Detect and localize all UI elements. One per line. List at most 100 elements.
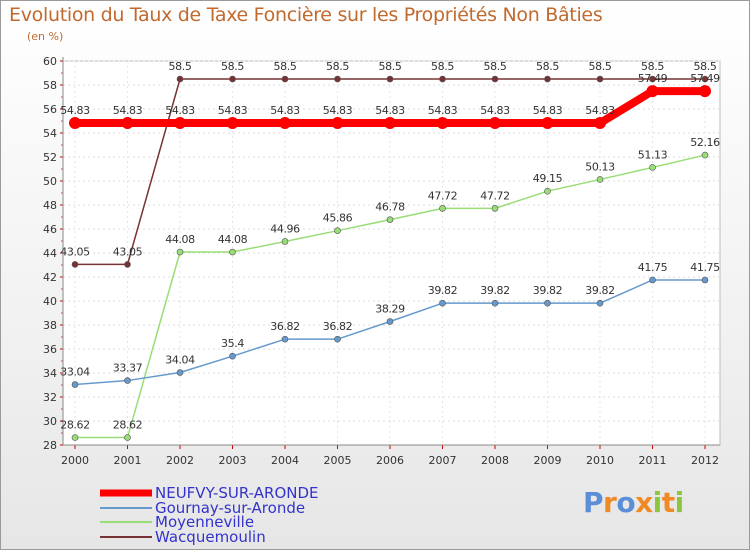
x-tick-label: 2011 <box>639 454 667 467</box>
data-label: 58.5 <box>169 60 192 73</box>
data-point <box>596 176 604 183</box>
data-point <box>281 238 289 245</box>
data-point <box>69 117 81 130</box>
data-label: 52.16 <box>690 136 720 149</box>
data-label: 39.82 <box>428 284 458 297</box>
legend-label: NEUFVY-SUR-ARONDE <box>155 484 319 502</box>
data-label: 35.4 <box>221 337 244 350</box>
logo-letter: t <box>661 486 675 519</box>
data-label: 43.05 <box>113 245 143 258</box>
data-point <box>124 377 131 384</box>
data-label: 47.72 <box>480 189 510 202</box>
data-label: 49.15 <box>533 172 563 185</box>
data-label: 54.83 <box>585 104 615 117</box>
data-label: 46.78 <box>375 201 405 214</box>
data-label: 58.5 <box>326 60 349 73</box>
legend-label: Moyenneville <box>155 513 254 531</box>
data-label: 36.82 <box>270 320 300 333</box>
x-tick-label: 2005 <box>324 454 352 467</box>
data-point <box>281 75 289 83</box>
data-point <box>121 117 134 130</box>
data-point <box>386 216 394 223</box>
legend-label: Wacquemoulin <box>155 528 266 546</box>
data-label: 54.83 <box>113 104 143 117</box>
data-point <box>649 75 656 83</box>
x-tick-label: 2007 <box>429 454 457 467</box>
data-label: 58.5 <box>484 60 507 73</box>
y-tick-label: 34 <box>43 367 57 380</box>
data-point <box>646 85 659 98</box>
data-label: 28.62 <box>60 419 90 432</box>
x-tick-label: 2010 <box>586 454 614 467</box>
data-label: 58.5 <box>536 60 559 73</box>
data-label: 50.13 <box>585 160 615 173</box>
legend-label: Gournay-sur-Aronde <box>155 499 305 517</box>
data-point <box>439 75 446 83</box>
data-label: 36.82 <box>323 320 353 333</box>
data-point <box>124 261 131 268</box>
data-label: 33.04 <box>60 366 90 379</box>
data-point <box>596 75 604 83</box>
data-label: 43.05 <box>60 245 90 258</box>
data-point <box>544 75 551 83</box>
data-point <box>544 187 551 195</box>
y-tick-label: 56 <box>43 103 57 116</box>
data-point <box>331 117 344 130</box>
data-point <box>596 299 604 307</box>
data-point <box>226 117 239 130</box>
data-point <box>71 434 79 441</box>
data-label: 54.83 <box>323 104 353 117</box>
data-label: 54.83 <box>428 104 458 117</box>
y-tick-label: 58 <box>43 79 57 92</box>
data-label: 58.5 <box>274 60 297 73</box>
data-label: 54.83 <box>60 104 90 117</box>
data-point <box>281 335 289 343</box>
data-point <box>229 352 236 360</box>
logo-letter: P <box>583 486 604 519</box>
data-point <box>649 276 656 284</box>
chart-title: Evolution du Taux de Taxe Foncière sur l… <box>9 4 603 26</box>
x-tick-label: 2006 <box>376 454 404 467</box>
data-label: 47.72 <box>428 189 458 202</box>
y-tick-label: 36 <box>43 343 57 356</box>
data-point <box>439 299 446 307</box>
data-point <box>174 117 186 130</box>
data-point <box>176 248 184 256</box>
y-tick-label: 44 <box>43 247 57 260</box>
y-tick-label: 52 <box>43 151 57 164</box>
logo-letter: x <box>635 486 653 519</box>
data-label: 33.37 <box>113 362 143 375</box>
data-point <box>386 318 394 325</box>
logo-letter: i <box>652 486 663 519</box>
data-label: 58.5 <box>431 60 454 73</box>
data-point <box>439 205 446 212</box>
x-tick-label: 2009 <box>534 454 562 467</box>
data-label: 58.5 <box>694 60 717 73</box>
data-point <box>229 248 236 256</box>
data-label: 34.04 <box>165 354 195 367</box>
logo-letter: i <box>674 486 685 519</box>
data-point <box>334 75 341 83</box>
data-label: 41.75 <box>690 261 720 274</box>
data-point <box>701 276 709 284</box>
data-label: 44.08 <box>165 233 195 246</box>
data-point <box>334 335 341 343</box>
data-point <box>71 261 79 268</box>
y-tick-label: 40 <box>43 295 57 308</box>
data-point <box>176 75 184 83</box>
y-tick-label: 54 <box>43 127 57 140</box>
data-point <box>489 117 501 130</box>
data-point <box>701 151 709 159</box>
x-tick-label: 2001 <box>114 454 142 467</box>
data-point <box>334 227 341 234</box>
chart-subtitle: (en %) <box>27 30 64 43</box>
data-label: 57.49 <box>638 72 668 85</box>
data-point <box>386 75 394 83</box>
data-label: 54.83 <box>480 104 510 117</box>
data-point <box>544 299 551 307</box>
data-point <box>279 117 291 130</box>
data-label: 58.5 <box>589 60 612 73</box>
y-tick-label: 48 <box>43 199 57 212</box>
